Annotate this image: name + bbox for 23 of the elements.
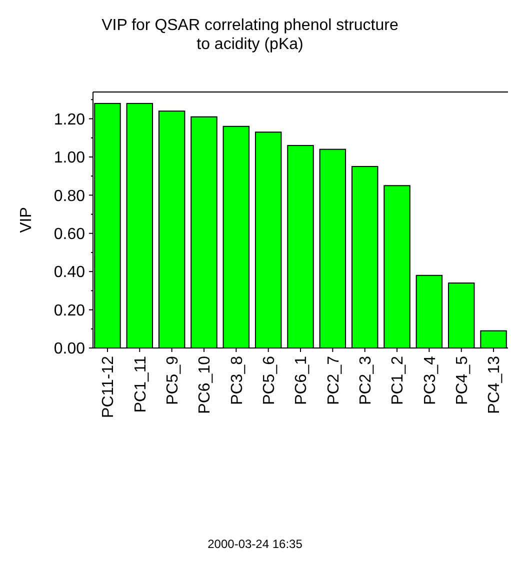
x-tick-label: PC4_13 bbox=[486, 356, 504, 414]
x-tick-label: PC5_6 bbox=[260, 356, 278, 405]
y-tick-label: 0.00 bbox=[54, 340, 86, 358]
y-tick-label: 0.80 bbox=[54, 188, 86, 205]
x-tick-label: PC1_11 bbox=[132, 356, 150, 413]
x-tick-label: PC6_1 bbox=[293, 356, 310, 405]
x-tick-label: PC11-12 bbox=[100, 356, 118, 418]
y-tick-label: 1.00 bbox=[54, 150, 86, 167]
y-tick-label: 0.40 bbox=[54, 264, 86, 282]
y-tick-label: 0.20 bbox=[54, 302, 86, 320]
x-tick-label: PC3_8 bbox=[228, 356, 246, 405]
x-tick-label: PC3_4 bbox=[422, 356, 439, 405]
x-tick-label: PC4_5 bbox=[454, 356, 471, 405]
y-tick-label: 1.20 bbox=[54, 111, 86, 128]
text: 2000-03-24 16:35 bbox=[208, 537, 303, 551]
x-tick-label: PC2_3 bbox=[357, 356, 374, 405]
y-tick-label: 0.60 bbox=[54, 226, 86, 243]
chart-title: VIP for QSAR correlating phenol structure to acidity (pKa) bbox=[102, 17, 398, 53]
x-tick-label: PC1_2 bbox=[390, 356, 407, 405]
x-tick-label: PC2_7 bbox=[325, 356, 342, 405]
y-axis-title: VIP bbox=[18, 207, 35, 233]
x-tick-label: PC6_10 bbox=[196, 356, 214, 414]
x-tick-label: PC5_9 bbox=[164, 356, 182, 405]
